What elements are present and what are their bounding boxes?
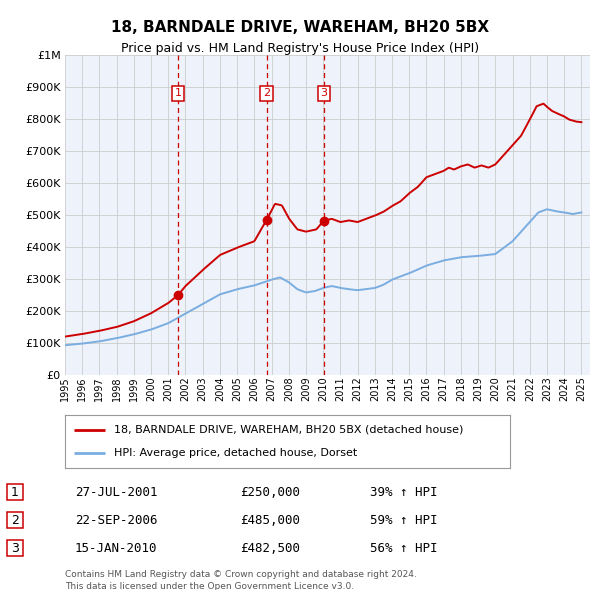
Bar — [7, 540, 23, 556]
Text: 15-JAN-2010: 15-JAN-2010 — [75, 542, 157, 555]
Text: Price paid vs. HM Land Registry's House Price Index (HPI): Price paid vs. HM Land Registry's House … — [121, 42, 479, 55]
Text: 39% ↑ HPI: 39% ↑ HPI — [370, 486, 437, 499]
Text: 27-JUL-2001: 27-JUL-2001 — [75, 486, 157, 499]
Text: £250,000: £250,000 — [240, 486, 300, 499]
Text: Contains HM Land Registry data © Crown copyright and database right 2024.: Contains HM Land Registry data © Crown c… — [65, 570, 417, 579]
Text: 1: 1 — [175, 88, 182, 99]
Text: £482,500: £482,500 — [240, 542, 300, 555]
Text: 59% ↑ HPI: 59% ↑ HPI — [370, 513, 437, 526]
Text: 2: 2 — [11, 513, 19, 526]
Text: 3: 3 — [11, 542, 19, 555]
Text: 18, BARNDALE DRIVE, WAREHAM, BH20 5BX: 18, BARNDALE DRIVE, WAREHAM, BH20 5BX — [111, 20, 489, 35]
Text: 1: 1 — [11, 486, 19, 499]
Text: This data is licensed under the Open Government Licence v3.0.: This data is licensed under the Open Gov… — [65, 582, 354, 590]
Text: 2: 2 — [263, 88, 271, 99]
Bar — [7, 512, 23, 528]
Bar — [7, 484, 23, 500]
Text: £485,000: £485,000 — [240, 513, 300, 526]
Text: 18, BARNDALE DRIVE, WAREHAM, BH20 5BX (detached house): 18, BARNDALE DRIVE, WAREHAM, BH20 5BX (d… — [114, 425, 463, 435]
Text: HPI: Average price, detached house, Dorset: HPI: Average price, detached house, Dors… — [114, 448, 357, 458]
Text: 3: 3 — [320, 88, 328, 99]
Text: 22-SEP-2006: 22-SEP-2006 — [75, 513, 157, 526]
Text: 56% ↑ HPI: 56% ↑ HPI — [370, 542, 437, 555]
